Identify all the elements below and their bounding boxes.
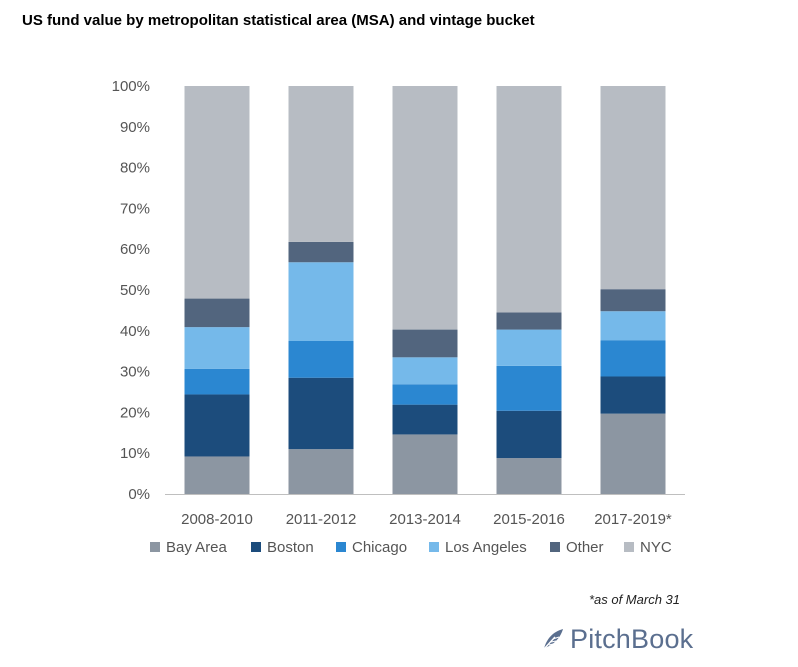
- legend-swatch-nyc: [624, 542, 634, 552]
- bar-segment-bay-area: [496, 458, 562, 494]
- bar-segment-los-angeles: [288, 262, 354, 341]
- bar-segment-bay-area: [288, 449, 354, 494]
- bar-segment-other: [184, 298, 250, 328]
- bar-segment-boston: [600, 376, 666, 414]
- bar-segment-bay-area: [392, 434, 458, 494]
- bar-segment-los-angeles: [496, 329, 562, 366]
- x-tick-label: 2017-2019*: [594, 511, 672, 528]
- bar-segment-chicago: [184, 368, 250, 395]
- legend-label-los-angeles: Los Angeles: [445, 539, 527, 556]
- bar-segment-los-angeles: [600, 311, 666, 341]
- bar-segment-bay-area: [184, 456, 250, 494]
- y-tick-label: 90%: [120, 119, 150, 136]
- y-tick-label: 30%: [120, 364, 150, 381]
- legend-label-other: Other: [566, 539, 604, 556]
- legend-swatch-chicago: [336, 542, 346, 552]
- y-tick-label: 10%: [120, 445, 150, 462]
- bar-segment-boston: [184, 394, 250, 457]
- bar-segment-nyc: [184, 86, 250, 299]
- bar-segment-los-angeles: [184, 327, 250, 369]
- x-axis-labels: 2008-2010 2011-2012 2013-2014 2015-2016 2017…: [181, 511, 672, 528]
- legend: Bay Area Boston Chicago Los Angeles Other NYC: [150, 539, 672, 556]
- legend-swatch-boston: [251, 542, 261, 552]
- y-tick-label: 50%: [120, 282, 150, 299]
- y-tick-label: 100%: [112, 78, 150, 95]
- bar-segment-chicago: [496, 365, 562, 411]
- legend-swatch-los-angeles: [429, 542, 439, 552]
- legend-label-boston: Boston: [267, 539, 314, 556]
- y-tick-label: 80%: [120, 160, 150, 177]
- x-tick-label: 2008-2010: [181, 511, 253, 528]
- bar-segment-chicago: [392, 384, 458, 405]
- bar-segment-nyc: [288, 86, 354, 242]
- bars-group: [184, 86, 666, 494]
- legend-label-bay-area: Bay Area: [166, 539, 228, 556]
- y-tick-label: 40%: [120, 323, 150, 340]
- legend-label-nyc: NYC: [640, 539, 672, 556]
- chart-title: US fund value by metropolitan statistica…: [22, 12, 535, 29]
- bar-segment-boston: [392, 404, 458, 435]
- legend-swatch-other: [550, 542, 560, 552]
- bar-segment-nyc: [392, 86, 458, 330]
- y-tick-label: 70%: [120, 200, 150, 217]
- bar-segment-other: [496, 312, 562, 330]
- x-tick-label: 2011-2012: [286, 511, 357, 528]
- bar-segment-boston: [288, 377, 354, 450]
- x-tick-label: 2013-2014: [389, 511, 461, 528]
- y-tick-label: 20%: [120, 404, 150, 421]
- y-tick-label: 0%: [128, 486, 150, 503]
- y-axis: 0% 10% 20% 30% 40% 50% 60% 70% 80% 90% 100%: [112, 78, 150, 503]
- bar-segment-nyc: [496, 86, 562, 313]
- feather-icon: [543, 629, 563, 650]
- bar-segment-los-angeles: [392, 357, 458, 385]
- legend-swatch-bay-area: [150, 542, 160, 552]
- x-tick-label: 2015-2016: [493, 511, 565, 528]
- y-tick-label: 60%: [120, 241, 150, 258]
- bar-segment-boston: [496, 410, 562, 459]
- pitchbook-logo: PitchBook: [540, 622, 693, 656]
- brand-name: PitchBook: [570, 623, 694, 654]
- bar-segment-chicago: [600, 340, 666, 377]
- bar-segment-other: [288, 241, 354, 263]
- footnote: *as of March 31: [588, 592, 680, 607]
- bar-segment-bay-area: [600, 413, 666, 494]
- bar-segment-other: [600, 289, 666, 312]
- bar-segment-chicago: [288, 341, 354, 378]
- bar-segment-other: [392, 329, 458, 358]
- bar-segment-nyc: [600, 86, 666, 290]
- legend-label-chicago: Chicago: [352, 539, 407, 556]
